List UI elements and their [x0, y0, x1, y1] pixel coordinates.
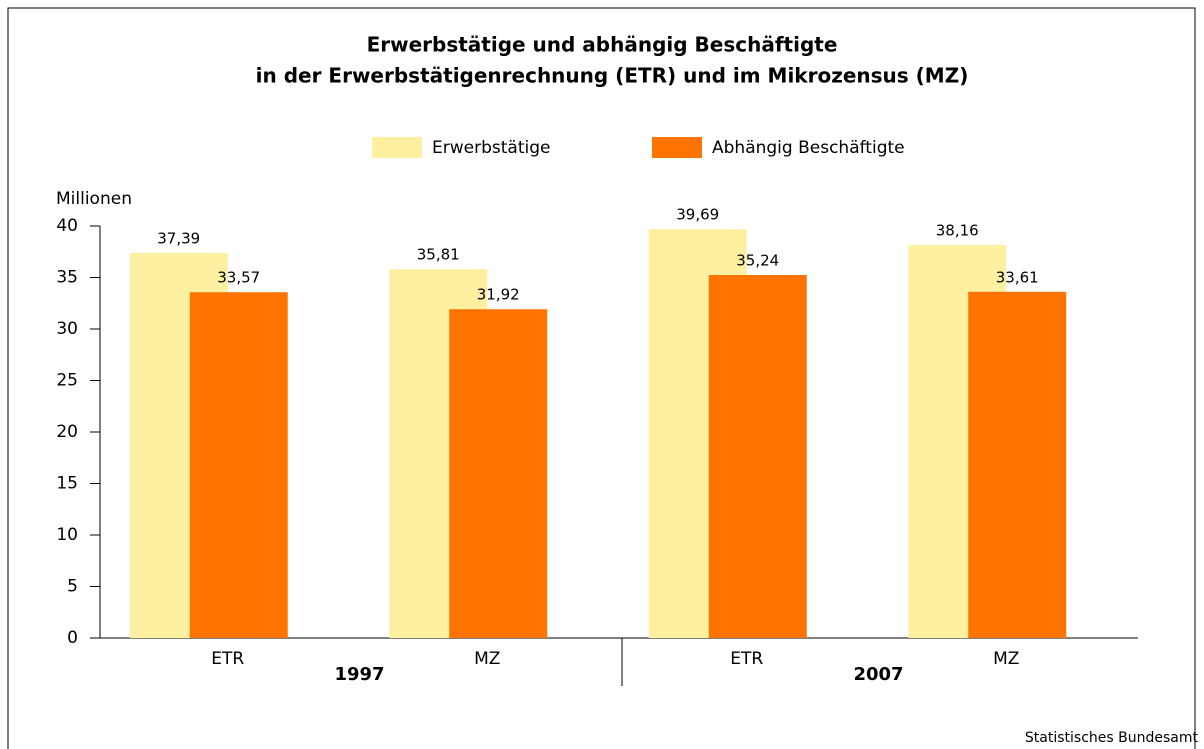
y-tick-label: 15: [56, 474, 78, 494]
source: Statistisches Bundesamt: [1025, 730, 1199, 746]
legend-swatch: [372, 137, 422, 158]
group-label: 2007: [853, 664, 903, 685]
x-tick-label: ETR: [730, 649, 763, 669]
chart-title: Erwerbstätige und abhängig Beschäftigte: [367, 33, 838, 57]
y-tick-label: 10: [56, 525, 78, 545]
y-tick-label: 0: [67, 628, 78, 648]
bar: [708, 275, 807, 638]
y-tick-label: 25: [56, 371, 78, 391]
frame: [7, 7, 1196, 749]
value-label: 39,69: [676, 206, 719, 224]
value-label: 38,16: [936, 221, 979, 239]
value-label: 31,92: [477, 286, 520, 304]
group-label: 1997: [334, 664, 384, 685]
y-tick-label: 35: [56, 268, 78, 288]
legend-label: Erwerbstätige: [432, 138, 550, 158]
value-label: 33,61: [996, 268, 1039, 286]
x-tick-label: MZ: [474, 649, 500, 669]
legend-label: Abhängig Beschäftigte: [712, 138, 905, 158]
bar: [449, 309, 548, 638]
chart-subtitle: in der Erwerbstätigenrechnung (ETR) und …: [256, 64, 969, 88]
x-tick-label: MZ: [993, 649, 1019, 669]
x-tick-label: ETR: [211, 649, 244, 669]
y-tick-label: 20: [56, 422, 78, 442]
value-label: 35,24: [736, 252, 779, 270]
y-tick-label: 30: [56, 319, 78, 339]
y-axis-label: Millionen: [56, 189, 132, 209]
bar: [968, 291, 1067, 638]
value-label: 35,81: [417, 246, 460, 264]
value-label: 37,39: [157, 229, 200, 247]
y-tick-label: 5: [67, 577, 78, 597]
bar: [189, 292, 288, 638]
legend-swatch: [652, 137, 702, 158]
value-label: 33,57: [217, 269, 260, 287]
y-tick-label: 40: [56, 216, 78, 236]
